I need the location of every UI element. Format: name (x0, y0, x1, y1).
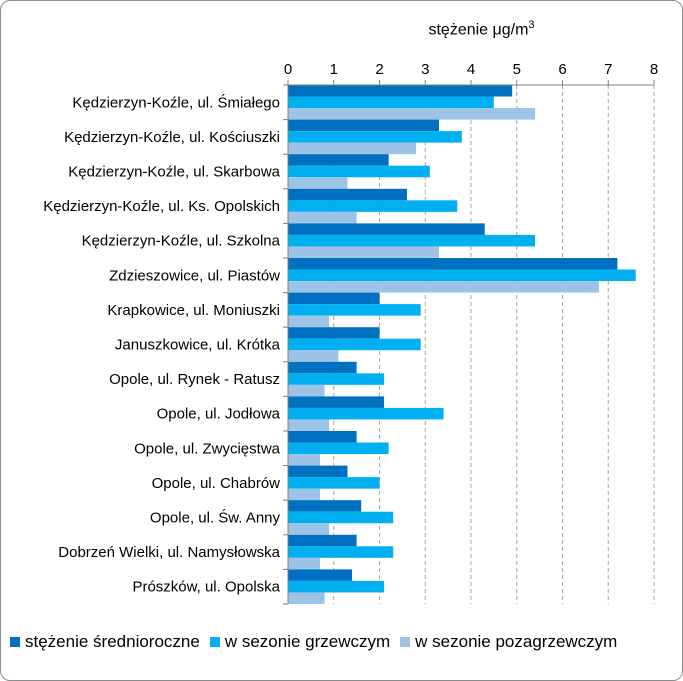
x-tick-label: 8 (650, 61, 658, 78)
bar (288, 108, 536, 120)
legend-label: w sezonie grzewczym (224, 632, 391, 651)
axis-unit-label: stężenie μg/m3 (0, 19, 683, 39)
bar (288, 85, 513, 97)
bar (288, 281, 600, 293)
bar (288, 557, 321, 570)
bar (288, 315, 330, 328)
x-tick-label: 6 (558, 61, 566, 78)
bar (288, 188, 407, 201)
bar (288, 327, 380, 339)
bar (288, 211, 357, 224)
x-tick-label: 5 (513, 61, 521, 78)
axis-label-sup: 3 (528, 19, 535, 31)
category-label: Krapkowice, ul. Moniuszki (107, 302, 280, 319)
legend-item: w sezonie pozagrzewczym (400, 632, 617, 652)
legend-item: w sezonie grzewczym (209, 632, 391, 652)
category-label: Kędzierzyn-Koźle, ul. Szkolna (82, 233, 281, 250)
bar (288, 477, 380, 489)
bar (288, 361, 357, 374)
bar (288, 165, 430, 178)
bar (288, 292, 380, 305)
bar (288, 177, 348, 189)
bar (288, 407, 444, 420)
category-label: Zdzieszowice, ul. Piastów (109, 267, 280, 284)
category-label: Kędzierzyn-Koźle, ul. Ks. Opolskich (43, 198, 280, 215)
legend-swatch (209, 637, 220, 647)
legend-swatch (10, 637, 20, 647)
bar (288, 269, 636, 282)
bar (288, 396, 385, 408)
category-label: Januszkowice, ul. Krótka (115, 337, 281, 354)
x-tick-label: 3 (421, 61, 429, 78)
category-label: Kędzierzyn-Koźle, ul. Kościuszki (64, 129, 280, 146)
bar (288, 500, 362, 512)
bar (288, 442, 389, 455)
axis-label-unit: μg/m (492, 21, 529, 39)
bar (288, 131, 462, 143)
bar (288, 234, 536, 247)
category-label: Opole, ul. Rynek - Ratusz (109, 371, 280, 388)
bar (288, 96, 494, 109)
x-tick-label: 2 (375, 61, 383, 78)
bar (288, 200, 458, 212)
bar (288, 384, 325, 397)
bar (288, 142, 417, 155)
bar (288, 454, 321, 466)
bar (288, 534, 357, 547)
x-tick-label: 7 (604, 61, 612, 78)
bar (288, 511, 394, 524)
bar (288, 419, 330, 431)
category-label: Opole, ul. Jodłowa (157, 406, 281, 423)
category-label: Dobrzeń Wielki, ul. Namysłowska (58, 544, 280, 561)
category-label: Kędzierzyn-Koźle, ul. Śmiałego (72, 93, 280, 111)
category-label: Kędzierzyn-Koźle, ul. Skarbowa (68, 164, 280, 181)
legend-label: stężenie średnioroczne (25, 632, 200, 651)
bar (288, 338, 421, 351)
legend-swatch (400, 637, 411, 647)
bar (288, 258, 618, 270)
axis-label-prefix: stężenie (428, 21, 493, 39)
chart-legend: stężenie średnioroczne w sezonie grzewczy… (10, 632, 627, 652)
bar (288, 592, 325, 604)
x-tick-label: 4 (467, 61, 475, 78)
bar (288, 580, 385, 593)
bar (288, 119, 439, 132)
legend-item: stężenie średnioroczne (10, 632, 200, 652)
bar (288, 546, 394, 558)
bar (288, 488, 321, 501)
bar (288, 569, 353, 581)
bar (288, 465, 348, 478)
bar (288, 523, 330, 535)
x-tick-label: 0 (284, 61, 292, 78)
bar (288, 223, 485, 235)
x-tick-label: 1 (330, 61, 338, 78)
bar (288, 373, 385, 385)
bar (288, 154, 389, 166)
category-label: Opole, ul. Św. Anny (150, 509, 281, 527)
bar (288, 304, 421, 316)
category-label: Opole, ul. Chabrów (152, 475, 281, 492)
category-label: Prószków, ul. Opolska (132, 579, 280, 596)
category-label: Opole, ul. Zwycięstwa (134, 440, 281, 457)
legend-label: w sezonie pozagrzewczym (415, 632, 618, 651)
bar (288, 431, 357, 443)
bar (288, 350, 339, 362)
bar (288, 246, 439, 258)
